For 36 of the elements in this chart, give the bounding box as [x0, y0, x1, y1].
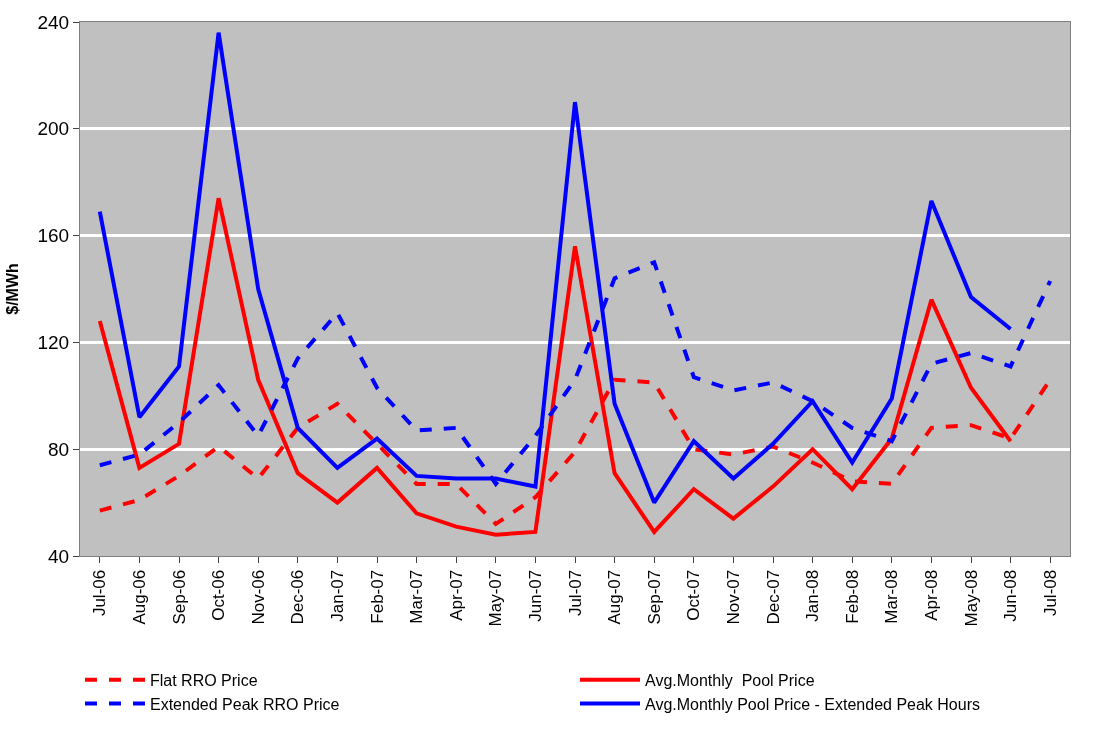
x-tick-label: Jul-06 — [90, 569, 110, 617]
x-tick-label: Jul-08 — [1040, 569, 1060, 617]
x-tick-label: Jan-08 — [803, 569, 823, 622]
legend-label: Flat RRO Price — [150, 671, 258, 689]
x-tick-label: Mar-07 — [407, 569, 427, 624]
x-tick-label: Jan-07 — [327, 569, 347, 622]
x-tick-label: Dec-07 — [763, 569, 783, 625]
y-tick-label: 40 — [48, 545, 70, 567]
x-tick-label: Apr-07 — [446, 569, 466, 621]
x-tick-label: Dec-06 — [288, 569, 308, 625]
y-tick-label: 120 — [37, 332, 70, 354]
x-tick-label: Sep-07 — [644, 569, 664, 625]
x-tick-label: Mar-08 — [882, 569, 902, 624]
y-tick-label: 160 — [37, 225, 70, 247]
x-tick-label: Aug-07 — [605, 569, 625, 625]
x-tick-label: Oct-07 — [684, 569, 704, 621]
y-axis-title: $/MWh — [4, 263, 22, 315]
x-tick-label: Jun-07 — [525, 569, 545, 622]
x-tick-label: Apr-08 — [921, 569, 941, 621]
x-tick-label: Sep-06 — [169, 569, 189, 625]
x-tick-label: Oct-06 — [209, 569, 229, 621]
y-tick-label: 240 — [37, 11, 70, 33]
x-tick-label: May-08 — [961, 569, 981, 627]
legend-label: Extended Peak RRO Price — [150, 695, 340, 713]
x-tick-label: Nov-07 — [723, 569, 743, 625]
x-tick-label: Feb-07 — [367, 569, 387, 624]
x-tick-label: May-07 — [486, 569, 506, 627]
x-tick-label: Nov-06 — [248, 569, 268, 625]
x-tick-label: Jun-08 — [1001, 569, 1021, 622]
legend-label: Avg.Monthly Pool Price - Extended Peak Hours — [645, 695, 980, 713]
y-tick-label: 200 — [37, 118, 70, 140]
x-tick-label: Aug-06 — [129, 569, 149, 625]
y-tick-label: 80 — [48, 438, 70, 460]
x-tick-label: Feb-08 — [842, 569, 862, 624]
x-tick-label: Jul-07 — [565, 569, 585, 617]
legend-label: Avg.Monthly Pool Price — [645, 671, 815, 689]
